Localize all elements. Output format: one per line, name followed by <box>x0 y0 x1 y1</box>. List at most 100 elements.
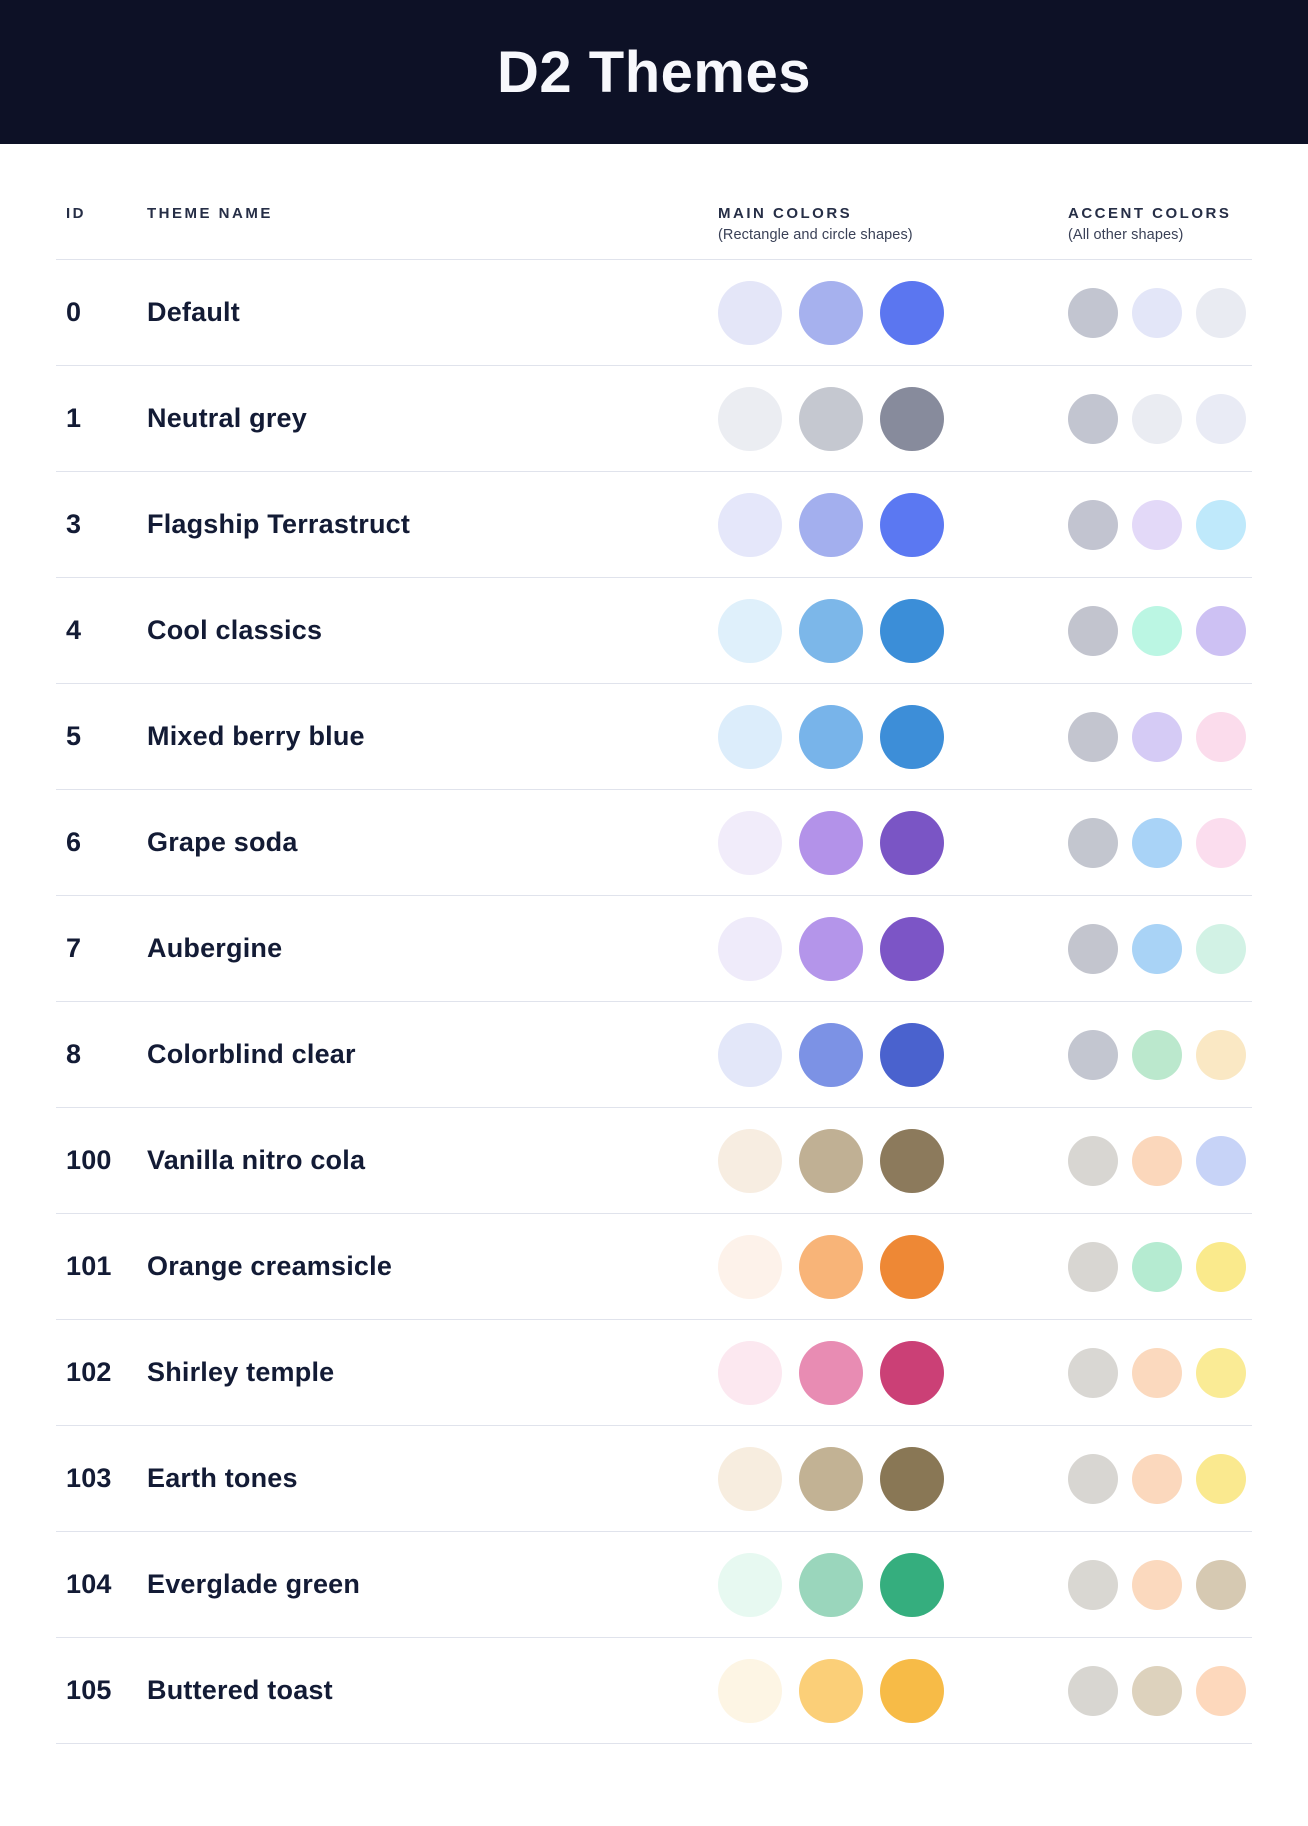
main-color-swatch <box>799 1234 863 1299</box>
accent-color-swatch <box>1068 1241 1118 1292</box>
accent-color-swatch <box>1132 1559 1182 1610</box>
theme-row: 105 Buttered toast <box>56 1638 1252 1744</box>
accent-color-swatch <box>1196 393 1246 444</box>
main-color-swatch <box>718 386 782 451</box>
main-colors-swatches <box>718 1552 1068 1617</box>
main-color-swatch <box>799 280 863 345</box>
main-color-swatch <box>799 916 863 981</box>
accent-colors-swatches <box>1068 605 1246 656</box>
accent-color-swatch <box>1196 1135 1246 1186</box>
main-color-swatch <box>718 1022 782 1087</box>
theme-id: 1 <box>66 403 82 433</box>
theme-name: Buttered toast <box>147 1675 333 1705</box>
theme-row: 101 Orange creamsicle <box>56 1214 1252 1320</box>
accent-color-swatch <box>1068 393 1118 444</box>
main-color-swatch <box>799 1128 863 1193</box>
main-color-swatch <box>880 1552 944 1617</box>
accent-color-swatch <box>1068 605 1118 656</box>
header-cell-name: THEME NAME <box>147 205 718 223</box>
accent-color-swatch <box>1068 1347 1118 1398</box>
main-colors-column-label: MAIN COLORS <box>718 205 853 222</box>
header-cell-main-colors: MAIN COLORS (Rectangle and circle shapes… <box>718 205 1068 243</box>
theme-id: 102 <box>66 1357 112 1387</box>
main-color-swatch <box>880 1658 944 1723</box>
main-color-swatch <box>880 492 944 557</box>
main-color-swatch <box>799 492 863 557</box>
page-banner: D2 Themes <box>0 0 1308 144</box>
main-colors-swatches <box>718 1234 1068 1299</box>
theme-id: 4 <box>66 615 82 645</box>
accent-color-swatch <box>1132 287 1182 338</box>
main-color-swatch <box>718 1128 782 1193</box>
main-color-swatch <box>880 1234 944 1299</box>
accent-colors-swatches <box>1068 393 1246 444</box>
main-color-swatch <box>718 280 782 345</box>
main-color-swatch <box>880 1022 944 1087</box>
theme-row: 3 Flagship Terrastruct <box>56 472 1252 578</box>
accent-colors-column-sublabel: (All other shapes) <box>1068 227 1184 243</box>
theme-name: Shirley temple <box>147 1357 335 1387</box>
accent-colors-swatches <box>1068 711 1246 762</box>
header-cell-accent-colors: ACCENT COLORS (All other shapes) <box>1068 205 1246 243</box>
accent-color-swatch <box>1196 1453 1246 1504</box>
main-color-swatch <box>799 1340 863 1405</box>
accent-colors-swatches <box>1068 1559 1246 1610</box>
main-color-swatch <box>718 810 782 875</box>
accent-color-swatch <box>1132 1135 1182 1186</box>
accent-color-swatch <box>1196 1241 1246 1292</box>
main-colors-swatches <box>718 704 1068 769</box>
theme-id: 100 <box>66 1145 112 1175</box>
accent-color-swatch <box>1132 1453 1182 1504</box>
accent-color-swatch <box>1068 923 1118 974</box>
main-color-swatch <box>718 1234 782 1299</box>
main-colors-swatches <box>718 280 1068 345</box>
main-colors-column-sublabel: (Rectangle and circle shapes) <box>718 227 913 243</box>
theme-id: 101 <box>66 1251 112 1281</box>
accent-color-swatch <box>1132 711 1182 762</box>
theme-row: 104 Everglade green <box>56 1532 1252 1638</box>
id-column-label: ID <box>66 205 86 222</box>
accent-colors-swatches <box>1068 499 1246 550</box>
theme-row: 102 Shirley temple <box>56 1320 1252 1426</box>
theme-name: Orange creamsicle <box>147 1251 393 1281</box>
main-colors-swatches <box>718 598 1068 663</box>
accent-color-swatch <box>1196 605 1246 656</box>
theme-id: 105 <box>66 1675 112 1705</box>
main-color-swatch <box>799 1658 863 1723</box>
accent-colors-swatches <box>1068 1135 1246 1186</box>
main-color-swatch <box>799 1022 863 1087</box>
theme-id: 0 <box>66 297 82 327</box>
theme-name: Mixed berry blue <box>147 721 365 751</box>
main-colors-swatches <box>718 1022 1068 1087</box>
accent-color-swatch <box>1196 923 1246 974</box>
main-color-swatch <box>718 1658 782 1723</box>
main-color-swatch <box>718 598 782 663</box>
accent-colors-swatches <box>1068 1347 1246 1398</box>
theme-name: Cool classics <box>147 615 323 645</box>
main-color-swatch <box>799 386 863 451</box>
accent-colors-swatches <box>1068 1241 1246 1292</box>
main-color-swatch <box>880 1446 944 1511</box>
accent-color-swatch <box>1196 711 1246 762</box>
accent-color-swatch <box>1196 1665 1246 1716</box>
theme-name: Aubergine <box>147 933 283 963</box>
themes-table: ID THEME NAME MAIN COLORS (Rectangle and… <box>56 144 1252 1744</box>
main-color-swatch <box>718 1340 782 1405</box>
main-color-swatch <box>799 598 863 663</box>
theme-name: Earth tones <box>147 1463 298 1493</box>
accent-color-swatch <box>1196 1559 1246 1610</box>
main-color-swatch <box>880 280 944 345</box>
accent-color-swatch <box>1068 1453 1118 1504</box>
accent-colors-swatches <box>1068 923 1246 974</box>
accent-color-swatch <box>1132 923 1182 974</box>
theme-row: 4 Cool classics <box>56 578 1252 684</box>
main-color-swatch <box>880 386 944 451</box>
main-color-swatch <box>799 1552 863 1617</box>
main-color-swatch <box>799 1446 863 1511</box>
accent-colors-column-label: ACCENT COLORS <box>1068 205 1232 222</box>
theme-row: 5 Mixed berry blue <box>56 684 1252 790</box>
accent-colors-swatches <box>1068 287 1246 338</box>
theme-id: 5 <box>66 721 82 751</box>
accent-color-swatch <box>1132 605 1182 656</box>
themes-table-header: ID THEME NAME MAIN COLORS (Rectangle and… <box>56 144 1252 260</box>
